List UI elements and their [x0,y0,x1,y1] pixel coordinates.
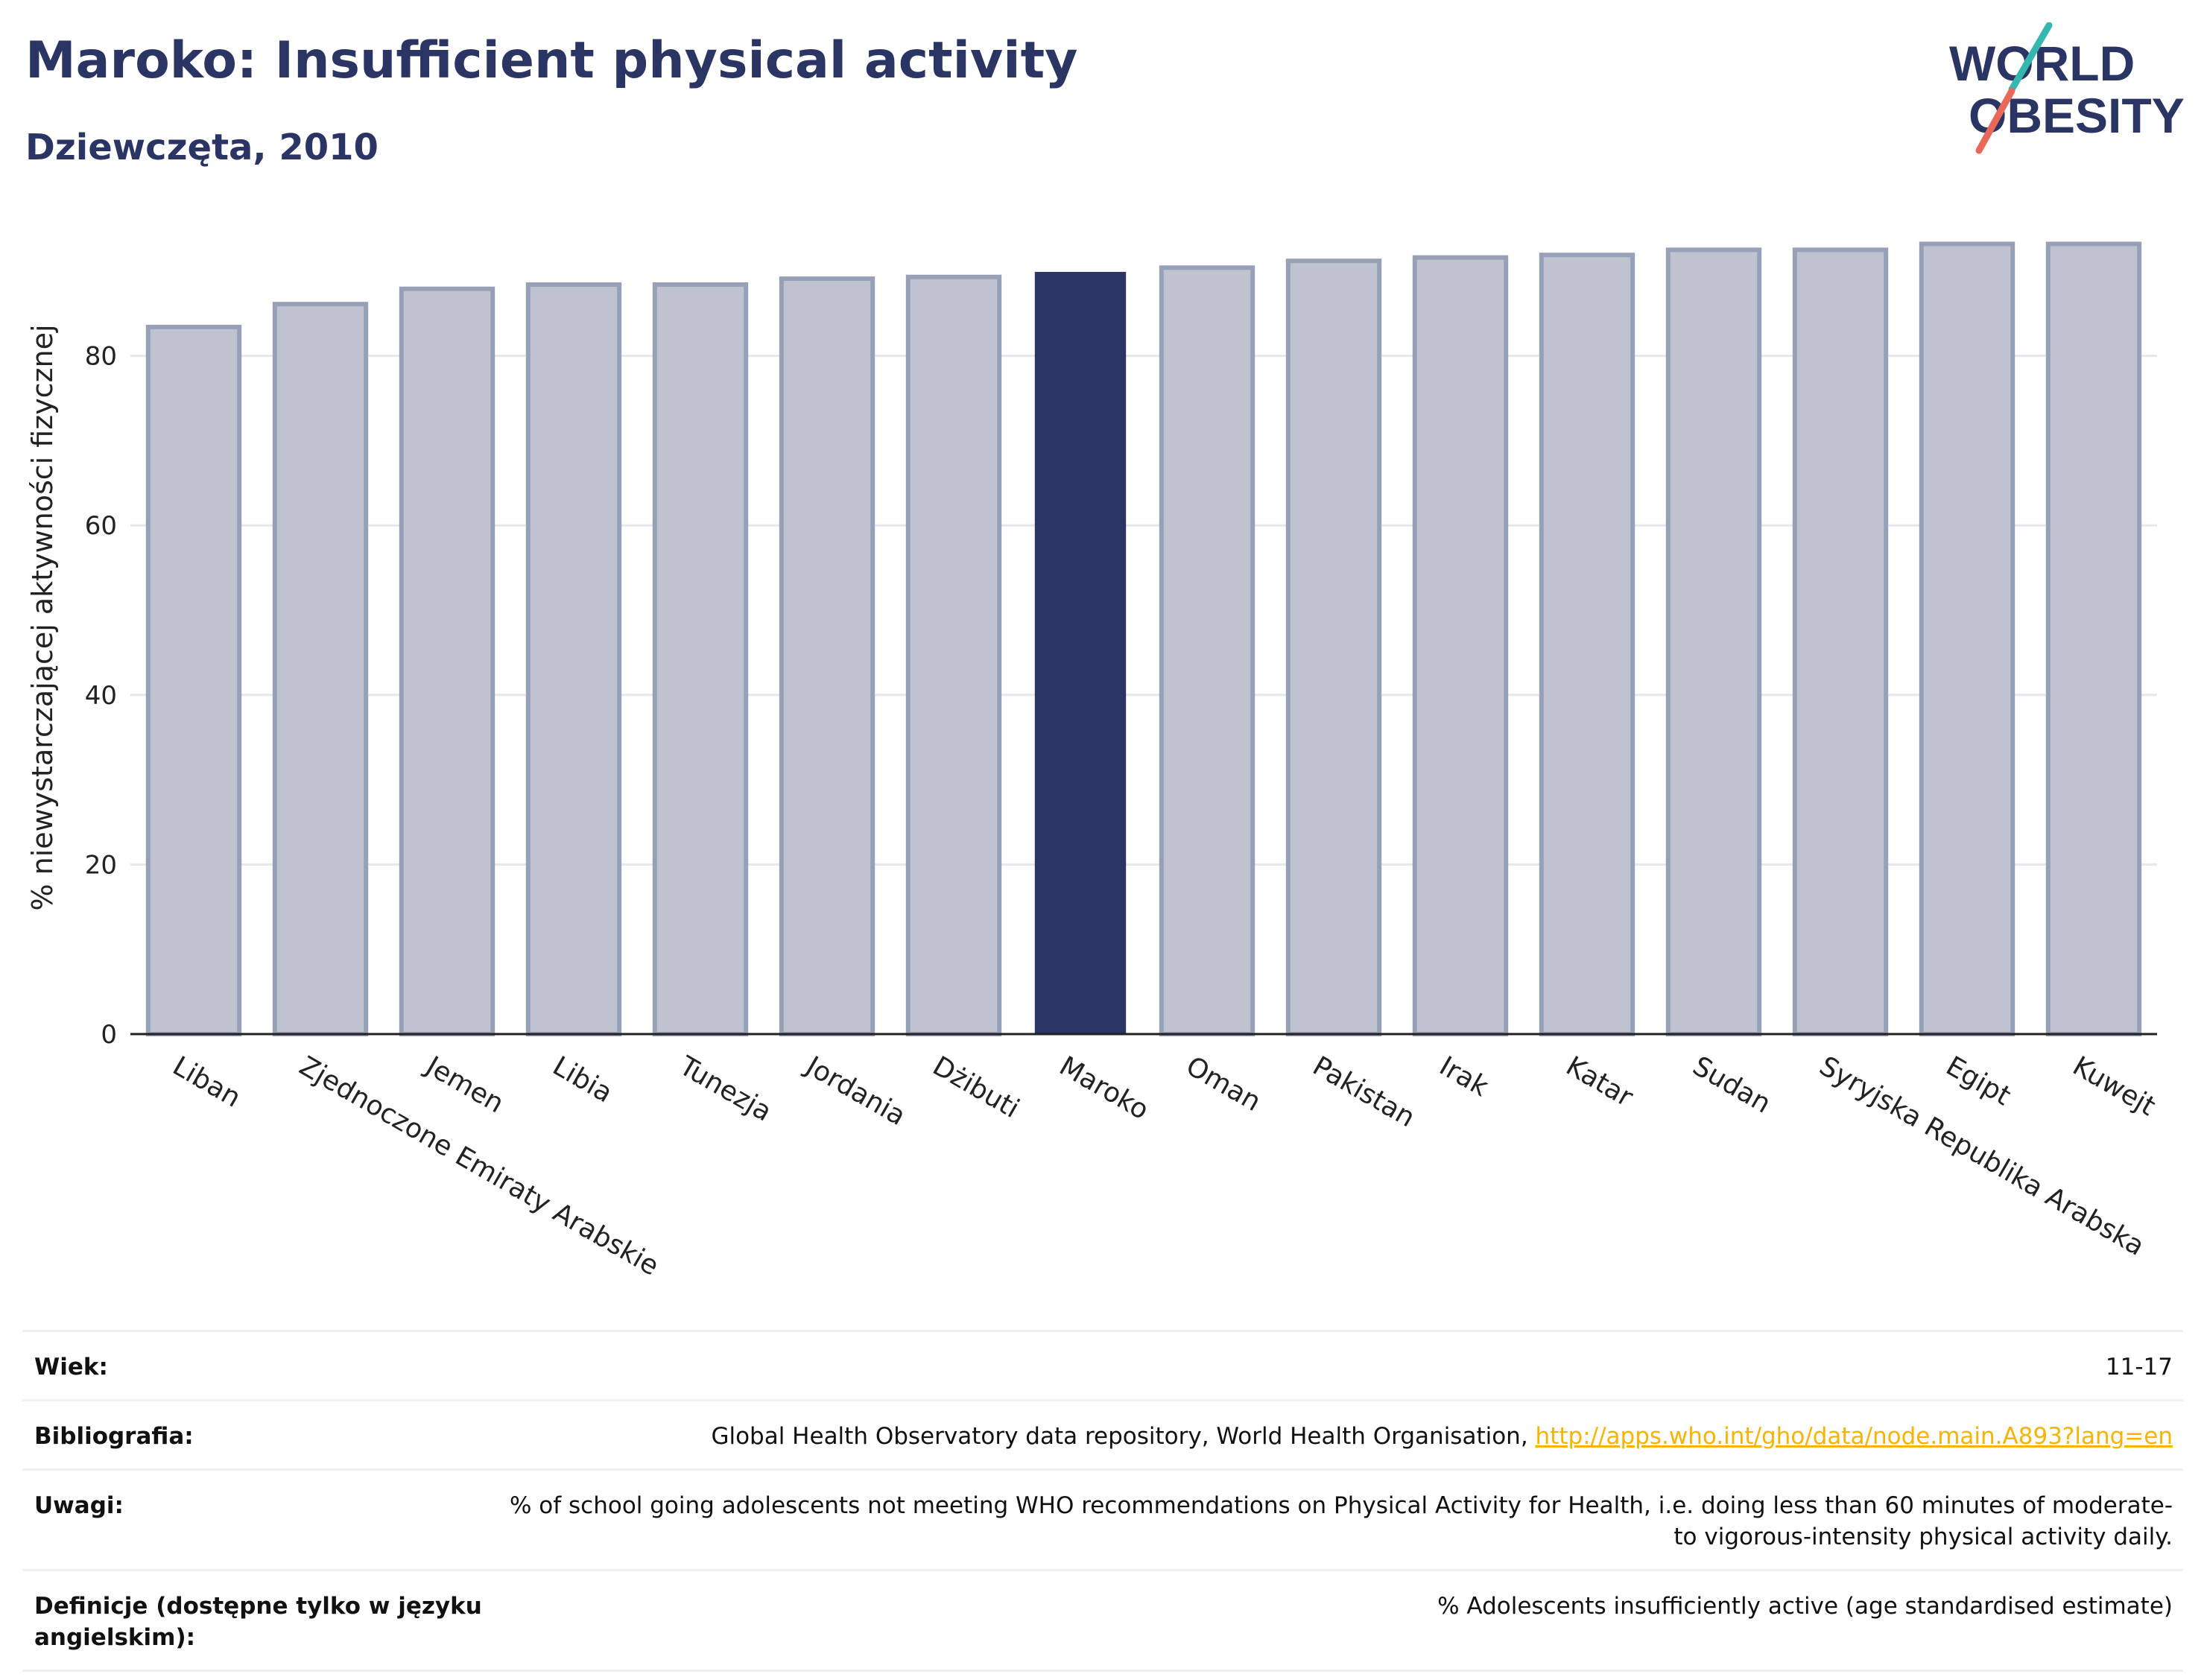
x-tick-label: Tunezja [674,1050,777,1128]
meta-value: 11-17 [496,1351,2173,1383]
meta-value-text: Global Health Observatory data repositor… [711,1423,1536,1450]
chart-title: Maroko: Insufficient physical activity [25,31,1078,90]
meta-key: Bibliografia: [34,1423,194,1450]
meta-value: Global Health Observatory data repositor… [496,1421,2173,1452]
x-tick-label: Libia [548,1050,618,1109]
y-tick-label: 20 [85,850,117,880]
bar-jemen [399,286,495,1036]
bar-liban [145,324,242,1036]
x-tick-label: Egipt [1941,1050,2016,1112]
meta-key: Definicje (dostępne tylko w języku angie… [34,1593,482,1651]
bar-irak [1412,255,1509,1036]
x-tick-label: Sudan [1688,1050,1776,1119]
y-tick-label: 0 [101,1020,117,1050]
y-axis-ticks: 0 20 40 60 80 [85,342,117,1050]
bar-pakistan [1285,259,1382,1036]
meta-value: % of school going adolescents not meetin… [496,1490,2173,1553]
meta-value: % Adolescents insufficiently active (age… [496,1591,2173,1653]
bar-kuwejt [2045,241,2142,1036]
x-tick-label: Katar [1561,1050,1638,1113]
bar-egipt [1919,241,2015,1036]
bar-tunezja [652,282,749,1036]
bar-dżibuti [905,274,1002,1036]
meta-value-text: 11-17 [2105,1354,2173,1381]
x-tick-label: Liban [168,1050,246,1113]
y-tick-label: 80 [85,342,117,372]
bar-chart: 0 20 40 60 80 Liban Zjednoczone Emiraty Arabs… [26,241,2161,1282]
bar-oman [1159,265,1255,1036]
meta-row: Uwagi: % of school going adolescents not … [22,1468,2183,1569]
meta-key: Wiek: [34,1354,108,1381]
x-tick-label: Kuwejt [2068,1050,2161,1122]
y-axis-label: % niewystarczającej aktywności fizycznej [26,324,59,910]
source-link[interactable]: http://apps.who.int/gho/data/node.main.A… [1535,1423,2173,1450]
meta-row: Wiek: 11-17 [22,1330,2183,1399]
meta-key: Uwagi: [34,1492,124,1519]
meta-row: Bibliografia: Global Health Observatory d… [22,1399,2183,1468]
bar-libia [525,282,622,1036]
meta-value-text: % Adolescents insufficiently active (age… [1437,1593,2173,1620]
logo-line1: WORLD [1949,36,2135,91]
y-tick-label: 60 [85,511,117,541]
x-tick-label: Jemen [419,1050,509,1119]
x-tick-label: Pakistan [1308,1050,1420,1133]
logo-slash-teal [2008,22,2053,93]
chart-subtitle: Dziewczęta, 2010 [25,127,379,168]
logo-slash-coral [1975,87,2015,154]
x-tick-label: Oman [1181,1050,1266,1118]
bar-jordania [779,276,875,1036]
bar-maroko [1034,271,1127,1034]
meta-row: Definicje (dostępne tylko w języku angie… [22,1569,2183,1672]
bar-syryjska-republika-arabska [1792,247,1889,1037]
x-tick-label: Dżibuti [928,1050,1025,1124]
bar-zjednoczone-emiraty-arabskie [272,302,369,1036]
x-tick-label: Maroko [1054,1050,1154,1126]
bars [130,241,2157,1037]
y-tick-label: 40 [85,681,117,711]
meta-value-text: % of school going adolescents not meetin… [509,1492,2173,1550]
x-tick-label: Irak [1434,1050,1494,1103]
world-obesity-logo: WORLD OBESITY [1949,22,2185,154]
metadata-table: Wiek: 11-17 Bibliografia: Global Health Obs… [22,1330,2183,1672]
bar-katar [1539,253,1635,1037]
bar-sudan [1665,247,1762,1037]
x-tick-label: Jordania [799,1050,911,1132]
